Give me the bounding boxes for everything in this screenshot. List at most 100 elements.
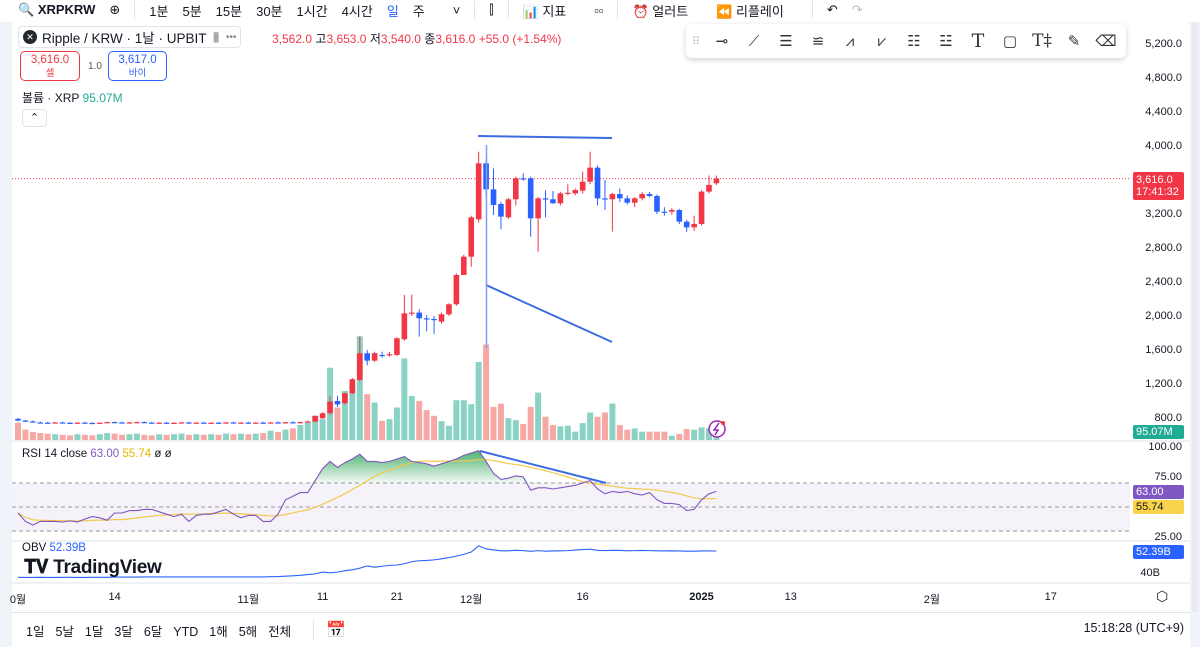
parallel-channel-tool-icon[interactable]: ☰: [779, 33, 793, 50]
candle: [111, 421, 118, 424]
indicators-button[interactable]: 📊 지표: [522, 3, 567, 19]
rsi-axis-label: 100.00: [1148, 441, 1182, 453]
candle-body: [22, 420, 29, 422]
interval-3[interactable]: 30분: [256, 3, 283, 19]
interval-4[interactable]: 1시간: [296, 3, 328, 19]
candle-style-icon[interactable]: ⫿: [489, 2, 494, 17]
sell-button[interactable]: 3,616.0 셀: [20, 51, 80, 81]
drawn-resistance-line[interactable]: [477, 135, 613, 139]
alert-button[interactable]: ⏰ 얼러트: [632, 3, 689, 19]
interval-7[interactable]: 주: [412, 3, 425, 19]
candle-body: [297, 422, 304, 424]
trend-line-tool-icon[interactable]: ⟋: [748, 32, 760, 50]
redo-icon[interactable]: ↷: [851, 2, 863, 17]
interval-1[interactable]: 5분: [182, 3, 202, 19]
rectangle-tool-icon[interactable]: ▢: [1002, 33, 1018, 50]
candle-body: [446, 304, 452, 315]
candle-body: [134, 422, 140, 424]
text-tool-icon[interactable]: T: [971, 30, 985, 52]
brush-tool-icon[interactable]: ✎: [1067, 33, 1081, 50]
range-button[interactable]: 1해: [209, 624, 228, 639]
collapse-legend-button[interactable]: ⌃: [22, 109, 47, 127]
candle-body: [282, 422, 289, 424]
volume-bar: [37, 433, 44, 440]
right-scrollbar[interactable]: [1192, 22, 1198, 612]
buy-button[interactable]: 3,617.0 바이: [108, 51, 167, 81]
drawn-rsi-divergence-line[interactable]: [479, 450, 607, 484]
candle-body: [15, 418, 21, 421]
horizontal-ray-tool-icon[interactable]: ⊸: [715, 33, 729, 50]
more-icon[interactable]: •••: [225, 31, 237, 43]
add-symbol-button[interactable]: ⊕: [109, 2, 121, 17]
axis-settings-icon[interactable]: ⬡: [1156, 588, 1169, 604]
candle: [408, 294, 415, 316]
symbol-legend[interactable]: ✕ Ripple / KRW · 1날 · UPBIT ▮ •••: [18, 26, 242, 48]
undo-icon[interactable]: ↶: [826, 2, 838, 17]
interval-0[interactable]: 1분: [149, 3, 169, 19]
volume-bar: [133, 433, 140, 440]
date-axis-label: 21: [390, 591, 404, 603]
candle-body: [238, 422, 244, 424]
layout-icon[interactable]: ▫▫: [594, 2, 604, 18]
long-position-tool-icon[interactable]: ☷: [907, 33, 921, 50]
candle: [342, 392, 348, 405]
range-button[interactable]: 5해: [238, 624, 258, 639]
volume-bar: [52, 434, 59, 440]
candle-body: [498, 203, 504, 217]
interval-6[interactable]: 일: [386, 3, 399, 19]
candle-body: [186, 422, 192, 424]
price-axis-label: 1,200.0: [1145, 378, 1182, 390]
symbol-title: Ripple / KRW · 1날 · UPBIT: [42, 31, 207, 46]
obv-legend: OBV 52.39B: [22, 542, 86, 554]
goto-date-icon[interactable]: 📅: [326, 622, 347, 639]
range-button[interactable]: 6달: [143, 624, 163, 639]
short-position-tool-icon[interactable]: ☳: [939, 33, 953, 50]
volume-bar: [631, 428, 638, 440]
candle: [245, 421, 252, 424]
symbol-name[interactable]: XRPKRW: [37, 2, 96, 17]
fib-retracement-tool-icon[interactable]: ≌: [811, 33, 825, 50]
symbol-search[interactable]: 🔍 XRPKRW: [18, 2, 96, 17]
candle-body: [379, 354, 385, 357]
candle: [312, 415, 318, 423]
candle: [82, 421, 88, 424]
anchored-text-tool-icon[interactable]: T‡: [1032, 31, 1052, 51]
volume-bar: [609, 403, 616, 440]
drawn-trend-line[interactable]: [485, 284, 613, 343]
lightning-icon[interactable]: [708, 420, 726, 438]
interval-2[interactable]: 15분: [215, 3, 243, 19]
replay-button[interactable]: ⏪ 리플레이: [716, 3, 784, 19]
volume-bar: [564, 425, 571, 440]
eraser-tool-icon[interactable]: ⌫: [1095, 33, 1117, 50]
rsi-axis-label: 25.00: [1154, 531, 1182, 543]
candle: [691, 215, 697, 231]
range-button[interactable]: YTD: [173, 624, 199, 639]
price-tag: 3,616.0 17:41:32: [1133, 172, 1184, 200]
bookmark-icon[interactable]: ▮: [212, 29, 220, 44]
volume-bar: [431, 415, 438, 440]
range-button[interactable]: 1일: [26, 624, 45, 639]
abcd-pattern-tool-icon[interactable]: ⩗: [877, 32, 887, 50]
candle-body: [208, 422, 214, 424]
candle: [609, 192, 616, 232]
range-button[interactable]: 5날: [55, 624, 74, 639]
drag-handle[interactable]: ⠿: [692, 35, 701, 48]
range-button[interactable]: 전체: [268, 624, 292, 639]
interval-dropdown[interactable]: ˅: [452, 2, 461, 18]
candle: [572, 188, 579, 196]
interval-5[interactable]: 4시간: [341, 3, 373, 19]
candle: [119, 421, 125, 424]
range-button[interactable]: 3달: [114, 624, 133, 639]
range-button[interactable]: 1달: [84, 624, 104, 639]
obv-axis-label: 40B: [1140, 567, 1160, 579]
volume-bar: [601, 412, 608, 440]
candle: [200, 421, 207, 424]
volume-bar: [104, 433, 111, 440]
candle: [535, 197, 541, 252]
candle: [134, 421, 140, 424]
candle-body: [74, 422, 81, 424]
xabcd-pattern-tool-icon[interactable]: ⩘: [845, 32, 855, 50]
candle-body: [178, 422, 185, 424]
clock-timezone[interactable]: 15:18:28 (UTC+9): [1083, 621, 1184, 635]
